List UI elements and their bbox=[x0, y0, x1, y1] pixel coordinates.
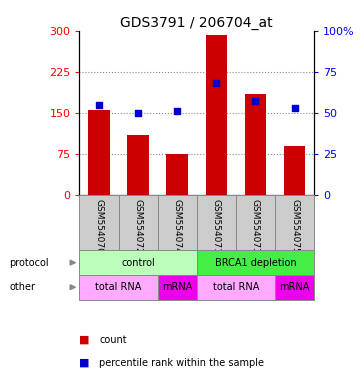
Text: percentile rank within the sample: percentile rank within the sample bbox=[99, 358, 264, 368]
Text: ■: ■ bbox=[79, 335, 90, 345]
Bar bbox=[88, 110, 110, 195]
Bar bbox=[205, 35, 227, 195]
Text: GSM554073: GSM554073 bbox=[251, 199, 260, 254]
Bar bbox=[118, 195, 158, 250]
Bar bbox=[158, 275, 197, 300]
Bar bbox=[236, 195, 275, 250]
Text: mRNA: mRNA bbox=[279, 282, 310, 292]
Point bbox=[96, 101, 102, 108]
Bar bbox=[166, 154, 188, 195]
Bar bbox=[79, 275, 158, 300]
Text: total RNA: total RNA bbox=[95, 282, 142, 292]
Bar bbox=[275, 275, 314, 300]
Text: BRCA1 depletion: BRCA1 depletion bbox=[214, 258, 296, 268]
Text: ■: ■ bbox=[79, 358, 90, 368]
Bar bbox=[79, 250, 197, 275]
Title: GDS3791 / 206704_at: GDS3791 / 206704_at bbox=[121, 16, 273, 30]
Bar bbox=[127, 134, 149, 195]
Point bbox=[213, 80, 219, 86]
Bar bbox=[275, 195, 314, 250]
Point bbox=[292, 105, 297, 111]
Text: other: other bbox=[9, 282, 35, 292]
Bar bbox=[158, 195, 197, 250]
Text: control: control bbox=[121, 258, 155, 268]
Point bbox=[135, 110, 141, 116]
Text: mRNA: mRNA bbox=[162, 282, 192, 292]
Bar bbox=[197, 195, 236, 250]
Text: total RNA: total RNA bbox=[213, 282, 259, 292]
Text: GSM554074: GSM554074 bbox=[173, 199, 182, 254]
Text: GSM554070: GSM554070 bbox=[95, 199, 104, 254]
Point bbox=[174, 108, 180, 114]
Bar bbox=[79, 195, 118, 250]
Bar bbox=[245, 94, 266, 195]
Text: protocol: protocol bbox=[9, 258, 49, 268]
Text: GSM554071: GSM554071 bbox=[212, 199, 221, 254]
Text: count: count bbox=[99, 335, 127, 345]
Point bbox=[252, 98, 258, 104]
Text: GSM554072: GSM554072 bbox=[134, 199, 143, 254]
Bar bbox=[284, 146, 305, 195]
Text: GSM554075: GSM554075 bbox=[290, 199, 299, 254]
Bar bbox=[197, 275, 275, 300]
Bar bbox=[197, 250, 314, 275]
